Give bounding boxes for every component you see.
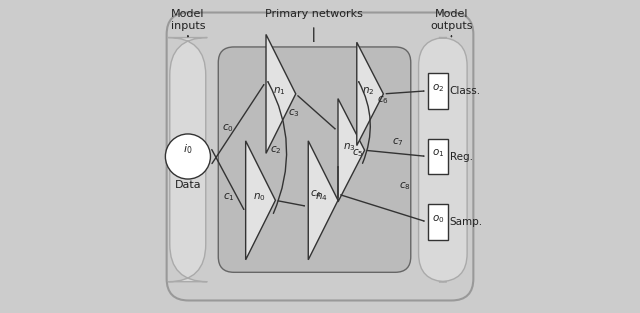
Text: $i_0$: $i_0$ [183,142,193,156]
FancyBboxPatch shape [419,38,467,282]
FancyArrowPatch shape [278,201,304,206]
Text: Model
inputs: Model inputs [171,9,205,31]
FancyArrowPatch shape [340,195,424,221]
Text: Model
outputs: Model outputs [430,9,473,31]
Text: $c_3$: $c_3$ [287,107,300,119]
Text: $o_2$: $o_2$ [432,82,444,94]
Polygon shape [266,34,296,153]
FancyArrowPatch shape [268,82,287,213]
Polygon shape [338,99,365,202]
FancyArrowPatch shape [367,151,424,156]
Text: $c_2$: $c_2$ [271,144,282,156]
Polygon shape [356,42,383,146]
Text: $c_4$: $c_4$ [310,188,322,200]
Text: Primary networks: Primary networks [265,9,363,19]
FancyBboxPatch shape [166,13,474,300]
FancyBboxPatch shape [168,38,207,282]
Polygon shape [246,141,275,260]
Text: $c_0$: $c_0$ [221,122,234,134]
Circle shape [165,134,211,179]
Text: $o_1$: $o_1$ [432,147,444,159]
Text: $c_1$: $c_1$ [223,191,235,203]
FancyBboxPatch shape [218,47,411,272]
Text: $n_3$: $n_3$ [344,141,356,153]
FancyArrowPatch shape [212,150,244,209]
FancyArrowPatch shape [212,85,264,164]
Text: Samp.: Samp. [450,217,483,227]
Polygon shape [308,141,338,260]
Text: $c_7$: $c_7$ [392,136,403,148]
Text: $n_0$: $n_0$ [253,191,266,203]
Text: $c_8$: $c_8$ [399,180,410,192]
Text: $n_2$: $n_2$ [362,85,375,97]
FancyBboxPatch shape [428,138,448,175]
Text: $c_5$: $c_5$ [353,147,364,159]
Text: $o_0$: $o_0$ [432,213,444,225]
Text: $n_4$: $n_4$ [315,191,328,203]
Text: $n_1$: $n_1$ [273,85,285,97]
Text: $c_6$: $c_6$ [377,94,388,106]
Text: Reg.: Reg. [450,151,473,162]
FancyBboxPatch shape [428,73,448,109]
Text: Class.: Class. [450,86,481,96]
FancyArrowPatch shape [358,82,371,163]
FancyBboxPatch shape [428,204,448,240]
Text: Data: Data [175,180,201,190]
FancyArrowPatch shape [298,96,335,129]
FancyArrowPatch shape [386,91,424,94]
